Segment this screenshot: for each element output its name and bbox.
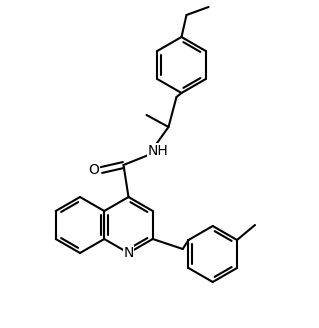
Text: O: O (88, 163, 99, 177)
Text: N: N (123, 246, 134, 260)
Text: NH: NH (148, 144, 169, 158)
